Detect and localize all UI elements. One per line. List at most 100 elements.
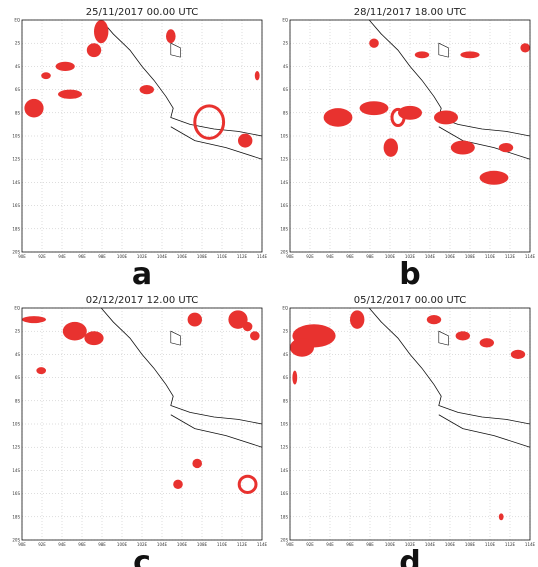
lon-label: 106E [177,542,188,547]
lon-label: 102E [137,254,148,259]
lon-label: 90E [286,542,294,547]
panel-label: c [133,545,151,567]
lat-label: 18S [280,514,288,519]
panel-title: 02/12/2017 12.00 UTC [86,295,198,306]
lon-label: 110E [217,542,228,547]
lon-label: 112E [505,542,516,547]
lon-label: 104E [157,254,168,259]
lon-label: 92E [306,542,314,547]
lat-label: 4S [15,352,21,357]
lon-label: 90E [18,542,26,547]
lon-label: 94E [58,254,66,259]
lon-label: 104E [425,254,436,259]
rain-cell [498,513,504,521]
rain-cell [450,140,475,155]
coastline [100,307,263,425]
lon-label: 108E [465,254,476,259]
panel-label: b [399,257,420,292]
lon-label: 114E [257,542,268,547]
lon-label: 100E [385,542,396,547]
rain-cell [55,61,75,72]
lon-label: 94E [326,254,334,259]
lon-label: 92E [306,254,314,259]
coastline [438,414,531,448]
lat-label: 10S [280,422,288,427]
lat-label: 16S [280,491,288,496]
lat-label: 10S [12,422,20,427]
lon-label: 102E [137,542,148,547]
lat-label: 8S [283,398,289,403]
lon-label: 90E [286,254,294,259]
lat-label: 16S [280,203,288,208]
rain-cell [369,38,379,48]
lat-label: 20S [12,250,20,255]
lat-label: 8S [15,398,21,403]
coastline [368,19,531,137]
lon-label: 94E [326,542,334,547]
rain-cell [24,98,44,118]
rain-cell [323,108,353,127]
lon-label: 104E [157,542,168,547]
lon-label: 102E [405,254,416,259]
lon-label: 108E [465,542,476,547]
lat-label: 10S [280,134,288,139]
lon-label: 114E [525,254,536,259]
rain-cell [41,72,51,80]
lon-label: 110E [217,254,228,259]
lon-label: 114E [525,542,536,547]
lon-label: 108E [197,254,208,259]
lon-label: 92E [38,542,46,547]
lat-label: 14S [12,468,20,473]
lat-label: 12S [12,157,20,162]
coastline [170,414,263,448]
lat-label: 2S [283,329,289,334]
lat-label: 4S [283,352,289,357]
lat-label: EQ [14,306,20,311]
map-frame [289,307,531,541]
lon-label: 114E [257,254,268,259]
rain-cell [192,458,202,469]
lat-label: 2S [283,41,289,46]
rain-cell [290,338,314,357]
panel-title: 05/12/2017 00.00 UTC [354,295,466,306]
rain-cell [426,314,442,325]
lat-label: 4S [15,64,21,69]
rain-cell [228,310,248,329]
rain-cell [58,89,82,99]
lat-label: 14S [12,180,20,185]
rain-cell [434,110,458,125]
rain-cell [292,370,298,385]
lat-label: 8S [15,110,21,115]
rain-cell [22,316,46,324]
lat-label: 16S [12,491,20,496]
lon-label: 110E [485,542,496,547]
lat-label: 20S [280,538,288,543]
lon-label: 106E [177,254,188,259]
lat-label: 18S [12,226,20,231]
rain-cell [187,312,202,327]
rain-cell [520,43,530,53]
island [170,330,181,346]
panel-title: 28/11/2017 18.00 UTC [354,7,466,18]
lon-label: 112E [505,254,516,259]
lat-label: 6S [15,375,21,380]
lon-label: 98E [98,254,106,259]
map-frame [289,19,531,253]
rain-cell [238,133,253,148]
lat-label: EQ [282,18,288,23]
lon-label: 110E [485,254,496,259]
lon-label: 106E [445,542,456,547]
map-frame [21,307,263,541]
lon-label: 98E [366,542,374,547]
rain-cell [510,349,526,360]
rain-cell [166,29,176,44]
rain-cell [479,338,494,348]
coastline [100,19,263,137]
lon-label: 98E [98,542,106,547]
lat-label: 20S [280,250,288,255]
lat-label: 2S [15,329,21,334]
rain-cell [498,142,514,153]
lon-label: 106E [445,254,456,259]
rain-cell [479,170,509,185]
rain-cell [94,20,109,44]
